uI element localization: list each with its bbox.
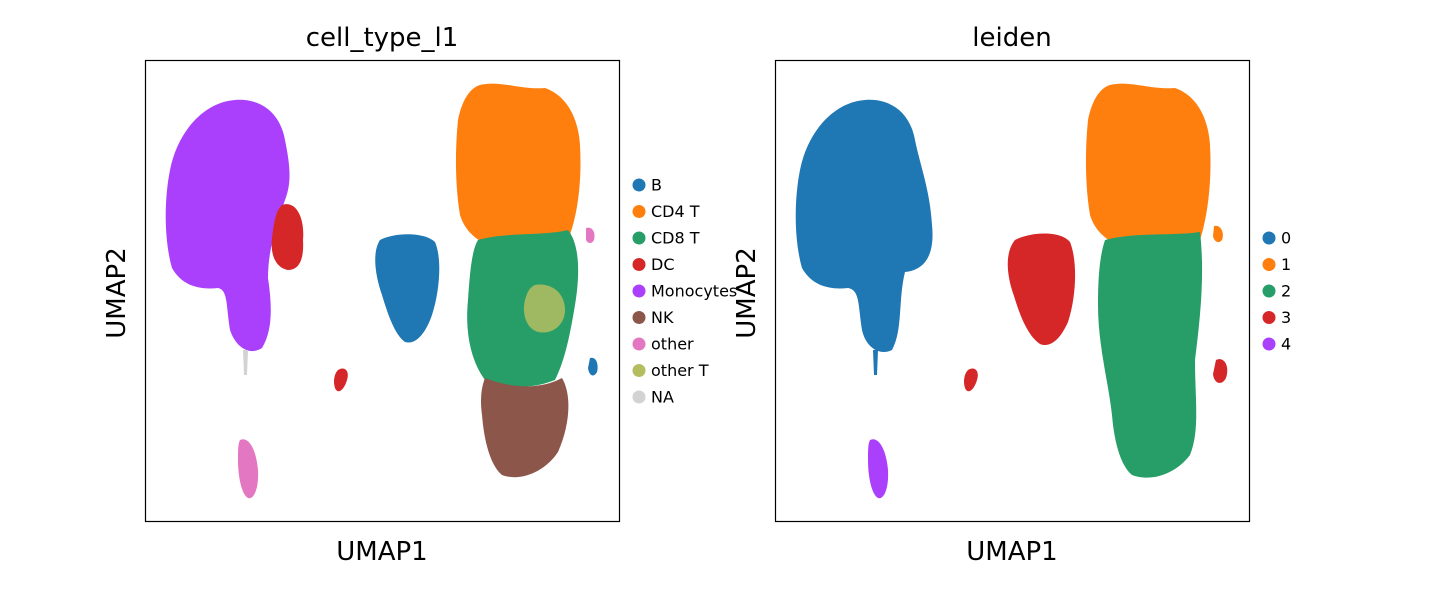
legend: B CD4 T CD8 T DC Monocytes NK other other T NA <box>632 176 737 407</box>
cluster-nk <box>481 378 569 478</box>
legend-marker <box>632 258 646 271</box>
cluster-b-small <box>588 357 598 376</box>
legend-label: B <box>651 176 662 195</box>
legend-label: other <box>651 335 694 354</box>
plot-frame <box>144 59 621 523</box>
legend-marker <box>632 178 646 192</box>
cluster-0 <box>795 99 933 352</box>
legend: 0 1 2 3 4 <box>1262 229 1291 354</box>
legend-item: 2 <box>1262 282 1291 301</box>
cluster-monocytes <box>165 99 290 352</box>
legend-marker <box>1262 284 1276 298</box>
cluster-0-tail <box>873 350 878 375</box>
legend-item: CD8 T <box>632 229 700 248</box>
cluster-cd8t <box>467 230 579 387</box>
legend-marker <box>1262 258 1276 271</box>
legend-marker <box>632 337 646 351</box>
legend-item: 4 <box>1262 335 1291 354</box>
legend-marker <box>632 284 646 298</box>
panel-leiden: leiden UMAP1 UMAP2 0 1 2 3 4 <box>732 23 1291 567</box>
cluster-3 <box>1007 233 1076 346</box>
cluster-monocytes-tail <box>243 350 248 375</box>
panel-title: cell_type_l1 <box>306 23 459 53</box>
legend-item: Monocytes <box>632 282 737 301</box>
legend-marker <box>632 231 646 245</box>
cluster-1 <box>1085 83 1211 250</box>
legend-item: other <box>632 335 694 354</box>
legend-item: 0 <box>1262 229 1291 248</box>
cluster-2 <box>1098 232 1203 478</box>
cluster-3-right <box>1213 359 1228 383</box>
legend-item: NA <box>632 388 674 407</box>
legend-label: NA <box>651 388 674 407</box>
cluster-other <box>238 439 259 499</box>
cluster-other-small <box>586 227 595 243</box>
legend-item: NK <box>632 308 674 327</box>
legend-item: 1 <box>1262 255 1291 274</box>
legend-label: other T <box>651 361 709 380</box>
legend-marker <box>632 390 646 404</box>
legend-item: 3 <box>1262 308 1291 327</box>
x-axis-label: UMAP1 <box>966 537 1057 567</box>
cluster-cd4t <box>455 83 581 250</box>
cluster-other-t <box>523 284 565 333</box>
legend-label: 3 <box>1281 308 1291 327</box>
legend-marker <box>632 364 646 377</box>
cluster-dc-left <box>271 204 304 270</box>
legend-marker <box>1262 311 1276 324</box>
legend-label: CD4 T <box>651 202 700 221</box>
cluster-3-small <box>964 368 978 392</box>
y-axis-label: UMAP2 <box>732 247 762 338</box>
legend-label: DC <box>651 255 675 274</box>
legend-item: DC <box>632 255 675 274</box>
legend-label: 0 <box>1281 229 1291 248</box>
plot-frame <box>774 59 1251 523</box>
scatter-clusters <box>165 83 598 499</box>
legend-item: B <box>632 176 662 195</box>
scatter-clusters <box>795 83 1228 499</box>
legend-item: other T <box>632 361 709 380</box>
cluster-dc-small <box>334 368 348 392</box>
legend-marker <box>1262 337 1276 351</box>
legend-marker <box>1262 231 1276 245</box>
y-axis-label: UMAP2 <box>102 247 132 338</box>
cluster-4 <box>868 439 889 499</box>
legend-label: 2 <box>1281 282 1291 301</box>
legend-marker <box>632 311 646 324</box>
legend-item: CD4 T <box>632 202 700 221</box>
legend-label: 1 <box>1281 255 1291 274</box>
cluster-1-small <box>1213 225 1223 243</box>
legend-label: Monocytes <box>651 282 737 301</box>
legend-label: CD8 T <box>651 229 700 248</box>
cluster-b <box>375 234 440 343</box>
legend-marker <box>632 205 646 218</box>
legend-label: NK <box>651 308 674 327</box>
legend-label: 4 <box>1281 335 1291 354</box>
x-axis-label: UMAP1 <box>336 537 427 567</box>
panel-title: leiden <box>972 23 1051 53</box>
